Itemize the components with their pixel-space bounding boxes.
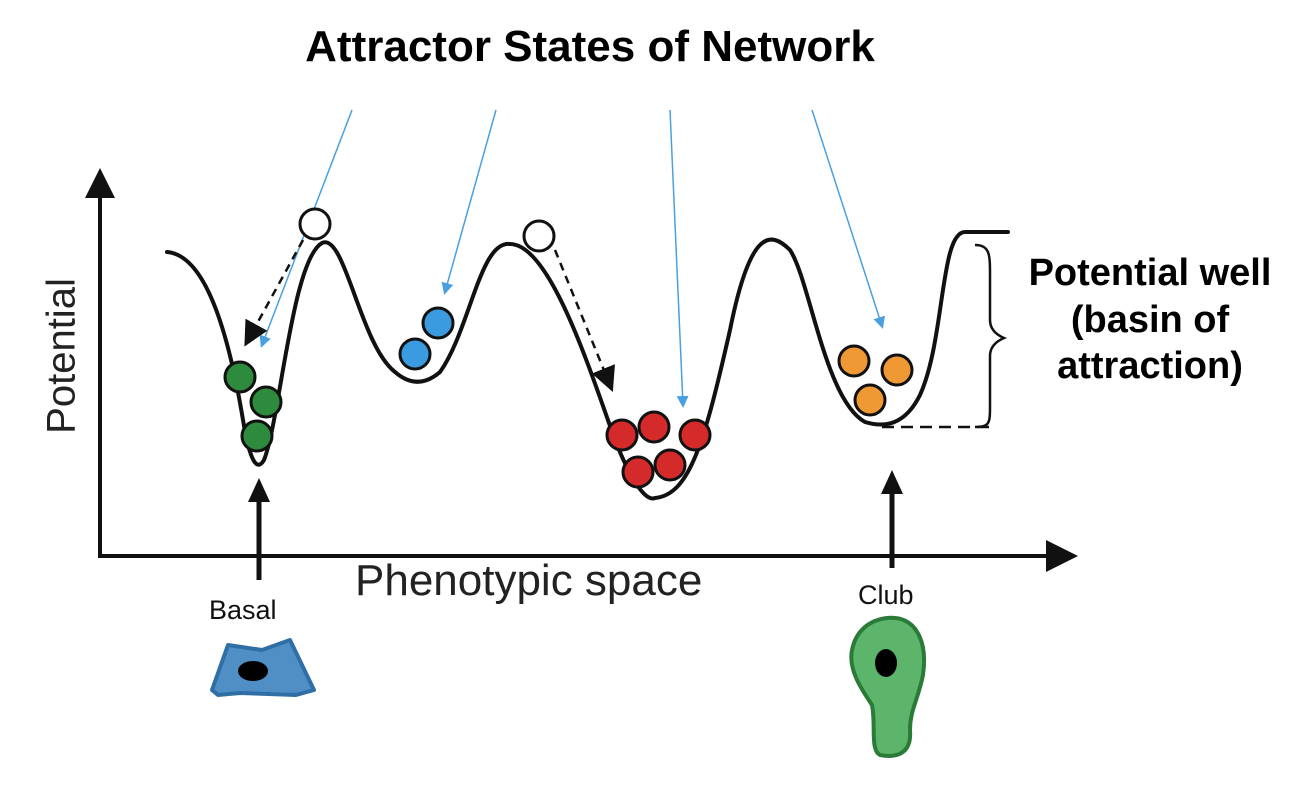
potential-well-brace <box>974 243 1008 429</box>
unstable-state-ball-1 <box>298 207 332 241</box>
blue-ball <box>421 306 455 340</box>
well-1-cell-states <box>223 360 283 453</box>
red-ball <box>653 448 687 482</box>
annotation-line-2: (basin of <box>1070 298 1230 341</box>
green-ball <box>249 385 283 419</box>
annotation-line-3: attraction) <box>1057 345 1243 388</box>
blue-ball <box>398 337 432 371</box>
club-cell-body <box>849 615 926 758</box>
club-cell-label: Club <box>858 580 914 610</box>
green-ball <box>223 360 257 394</box>
club-cell-nucleus <box>875 649 897 677</box>
y-axis-arrowhead <box>85 168 115 198</box>
diagram-title: Attractor States of Network <box>305 22 875 71</box>
basal-cell-label: Basal <box>209 595 277 625</box>
x-axis-label: Phenotypic space <box>355 556 703 605</box>
basal-cell-illustration <box>210 638 316 697</box>
well-4-cell-states <box>837 344 914 417</box>
red-ball <box>621 455 655 489</box>
transition-arrow-to-well-3 <box>553 249 615 392</box>
pointer-line-well-3 <box>669 109 689 408</box>
well-2-cell-states <box>398 306 455 371</box>
annotation-line-1: Potential well <box>1028 252 1272 294</box>
red-ball <box>678 418 712 452</box>
y-axis-label: Potential <box>39 278 84 434</box>
potential-well-annotation: Potential well (basin of attraction) <box>1000 250 1300 390</box>
pointer-line-well-4 <box>811 109 885 329</box>
orange-ball <box>880 353 914 387</box>
red-ball <box>605 418 639 452</box>
red-ball <box>637 410 671 444</box>
orange-ball <box>837 344 871 378</box>
green-ball <box>240 419 274 453</box>
club-phenotype-arrowhead <box>881 470 903 494</box>
basal-phenotype-arrowhead <box>248 478 270 502</box>
basal-cell-nucleus <box>238 661 268 681</box>
unstable-state-ball-2 <box>522 219 556 253</box>
well-3-cell-states <box>605 410 712 489</box>
potential-landscape-curve <box>165 230 1010 501</box>
club-cell-illustration <box>849 615 926 758</box>
transition-arrow-to-well-1 <box>244 239 305 347</box>
orange-ball <box>853 383 887 417</box>
x-axis-arrowhead <box>1046 540 1078 572</box>
pointer-line-well-2 <box>441 109 497 295</box>
